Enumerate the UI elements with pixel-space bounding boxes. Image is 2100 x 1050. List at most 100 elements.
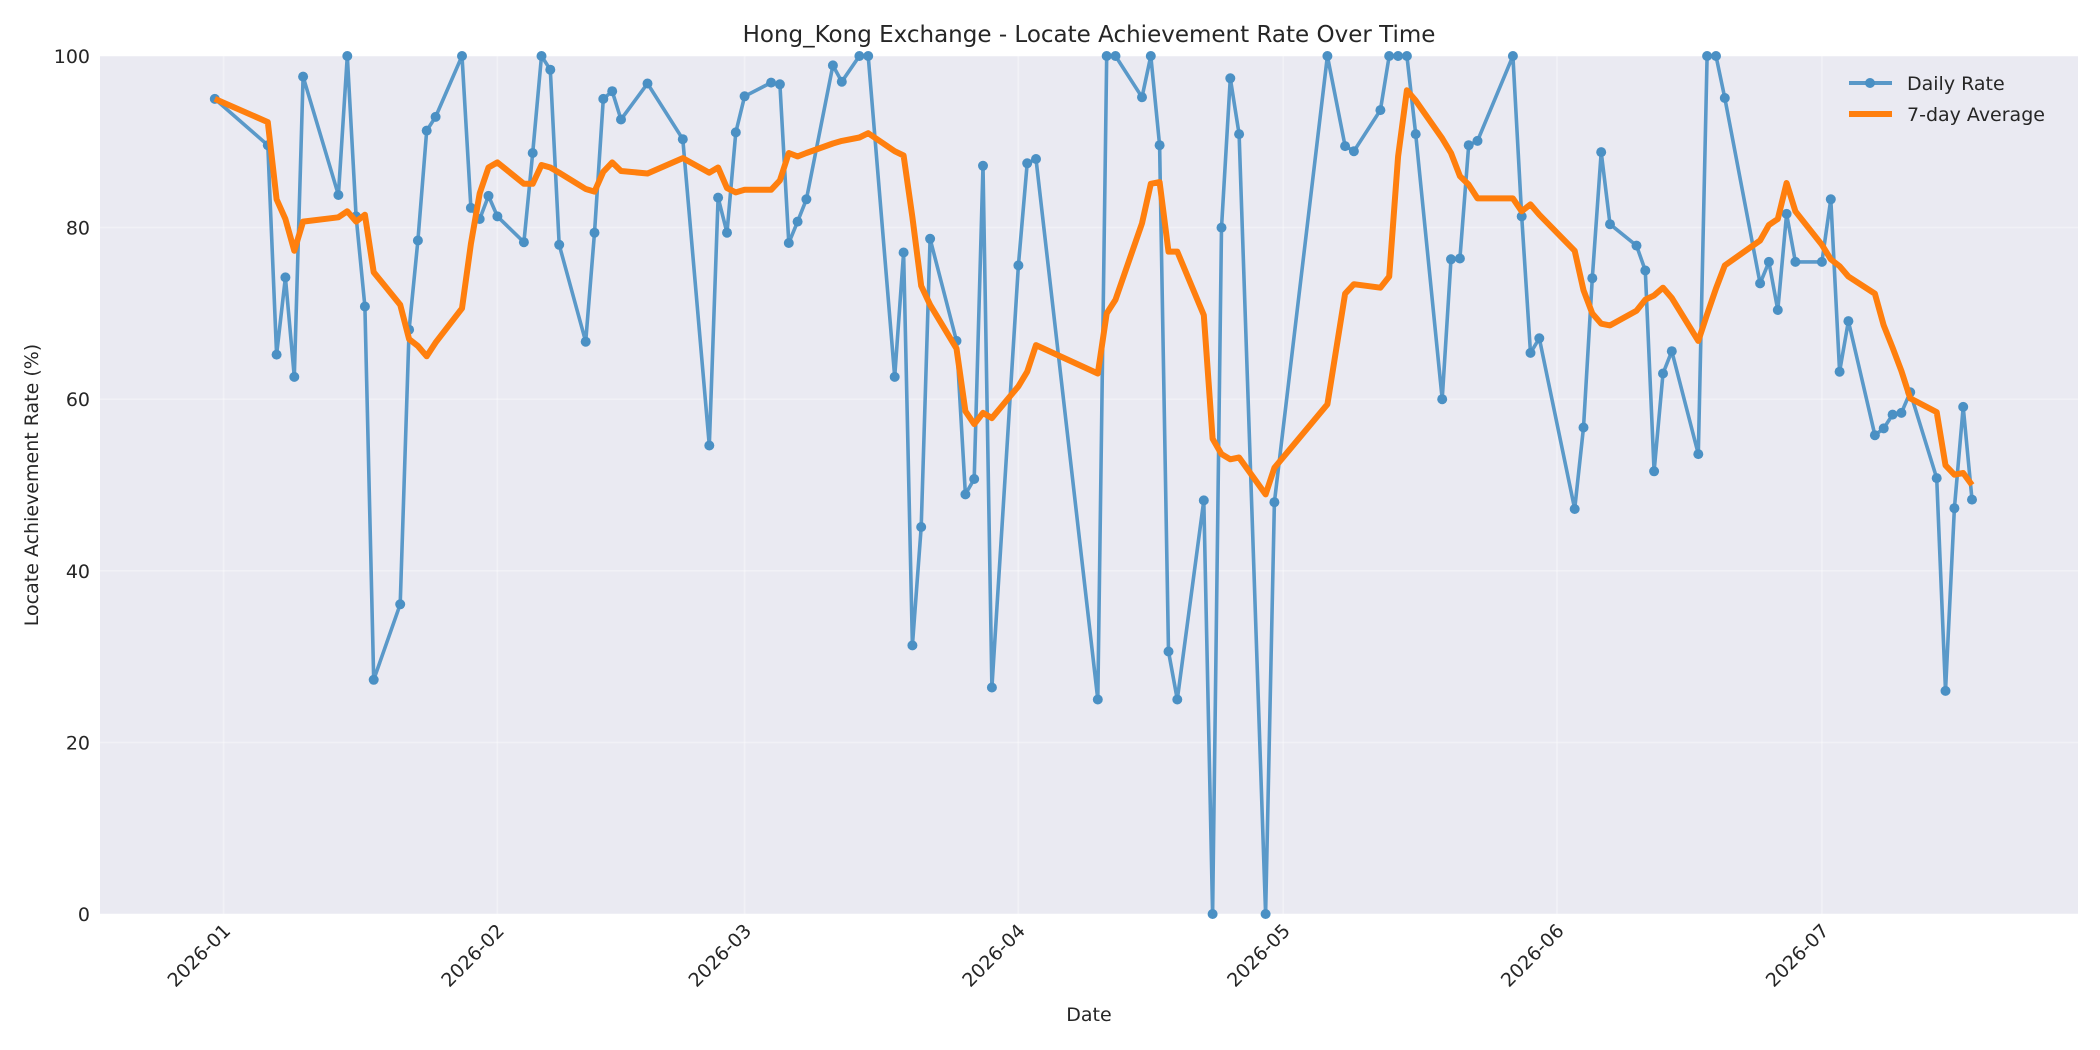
daily-rate-point [1348,146,1359,157]
daily-rate-point [1702,51,1713,61]
daily-rate-point [1967,494,1977,505]
legend: Daily Rate 7-day Average [1849,73,2045,126]
daily-rate-point [1896,407,1907,418]
daily-rate-point [1013,260,1024,271]
daily-rate-point [1587,273,1598,284]
daily-rate-point [1666,346,1677,357]
daily-rate-point [792,216,803,227]
daily-rate-point [580,336,591,347]
daily-rate-point [483,190,494,201]
daily-rate-point [430,111,441,122]
daily-rate-point [1322,51,1333,61]
y-tick-label: 0 [78,904,90,926]
daily-rate-point [1596,147,1607,158]
daily-rate-point [1410,129,1421,140]
daily-rate-point [1340,141,1351,152]
daily-rate-point [465,202,476,213]
daily-rate-point [1031,154,1041,164]
daily-rate-point [1507,51,1518,61]
daily-rate-point [713,192,724,203]
daily-rate-point [1269,497,1280,508]
legend-average-label: 7-day Average [1907,104,2045,126]
daily-rate-point [1578,422,1589,433]
daily-rate-point [1393,51,1404,61]
daily-rate-point [1534,333,1545,344]
x-tick-label: 2026-03 [684,920,756,992]
daily-rate-point [1843,316,1854,327]
daily-rate-point [1525,347,1536,358]
daily-rate-point [1940,685,1951,696]
x-tick-label: 2026-07 [1762,920,1834,992]
daily-rate-point [986,682,997,693]
daily-rate-point [1375,105,1386,116]
daily-rate-point [1092,694,1103,705]
daily-rate-point [960,489,971,500]
daily-rate-point [1454,253,1465,264]
series-layer [209,51,1977,919]
daily-rate-point [1781,208,1792,219]
daily-rate-point [854,51,865,61]
daily-rate-point [1207,909,1218,919]
daily-rate-point [1216,222,1227,233]
daily-rate-point [1234,129,1245,140]
x-axis-label: Date [1066,1004,1111,1026]
x-tick-label: 2026-04 [958,920,1030,992]
legend-daily-marker [1865,78,1875,88]
daily-rate-point [1658,368,1668,379]
daily-rate-point [518,237,529,248]
daily-rate-point [1110,51,1121,61]
daily-rate-point [1719,93,1730,103]
daily-rate-point [1763,256,1774,267]
y-tick-label: 40 [66,561,90,583]
daily-rate-point [492,211,503,222]
daily-rate-point [978,160,988,171]
daily-rate-point [1198,495,1209,506]
daily-rate-point [836,76,847,87]
daily-rate-point [1437,394,1448,405]
y-tick-label: 20 [66,732,90,754]
daily-rate-point [1834,366,1845,377]
daily-rate-point [342,51,353,61]
daily-rate-point [704,440,715,451]
seven-day-average-line [213,87,1975,498]
daily-rate-point [969,474,980,484]
daily-rate-point [1931,473,1942,484]
grid [100,55,2078,915]
daily-rate-point [298,71,309,82]
daily-rate-point [642,78,653,89]
daily-rate-point [783,238,794,248]
daily-rate-point [898,247,909,258]
daily-rate-point [766,77,777,88]
daily-rate-point [1790,256,1801,267]
x-tick-label: 2026-02 [437,920,509,992]
chart-title: Hong_Kong Exchange - Locate Achievement … [743,22,1436,48]
legend-daily-label: Daily Rate [1907,73,2005,95]
daily-rate-point [527,148,538,158]
daily-rate-point [1772,305,1783,315]
daily-rate-point [1225,73,1236,84]
daily-rate-point [1605,219,1615,230]
daily-rate-point [889,371,900,382]
daily-rate-point [1401,51,1412,61]
daily-rate-point [1145,51,1156,61]
daily-rate-point [739,91,750,102]
y-tick-label: 100 [54,46,90,68]
daily-rate-point [289,371,300,382]
daily-rate-point [1640,265,1651,276]
daily-rate-point [545,64,556,75]
daily-rate-point [907,640,918,651]
daily-rate-point [1878,423,1889,434]
x-tick-label: 2026-06 [1497,920,1569,992]
daily-rate-point [421,125,432,136]
daily-rate-point [1516,211,1527,222]
daily-rate-point [1163,646,1174,657]
daily-rate-point [1463,140,1474,151]
y-tick-label: 60 [66,389,90,411]
y-axis-label: Locate Achievement Rate (%) [21,344,43,626]
daily-rate-point [598,93,609,104]
daily-rate-point [801,194,812,205]
daily-rate-point [589,227,600,238]
daily-rate-point [1154,140,1165,151]
daily-rate-point [1711,51,1721,61]
